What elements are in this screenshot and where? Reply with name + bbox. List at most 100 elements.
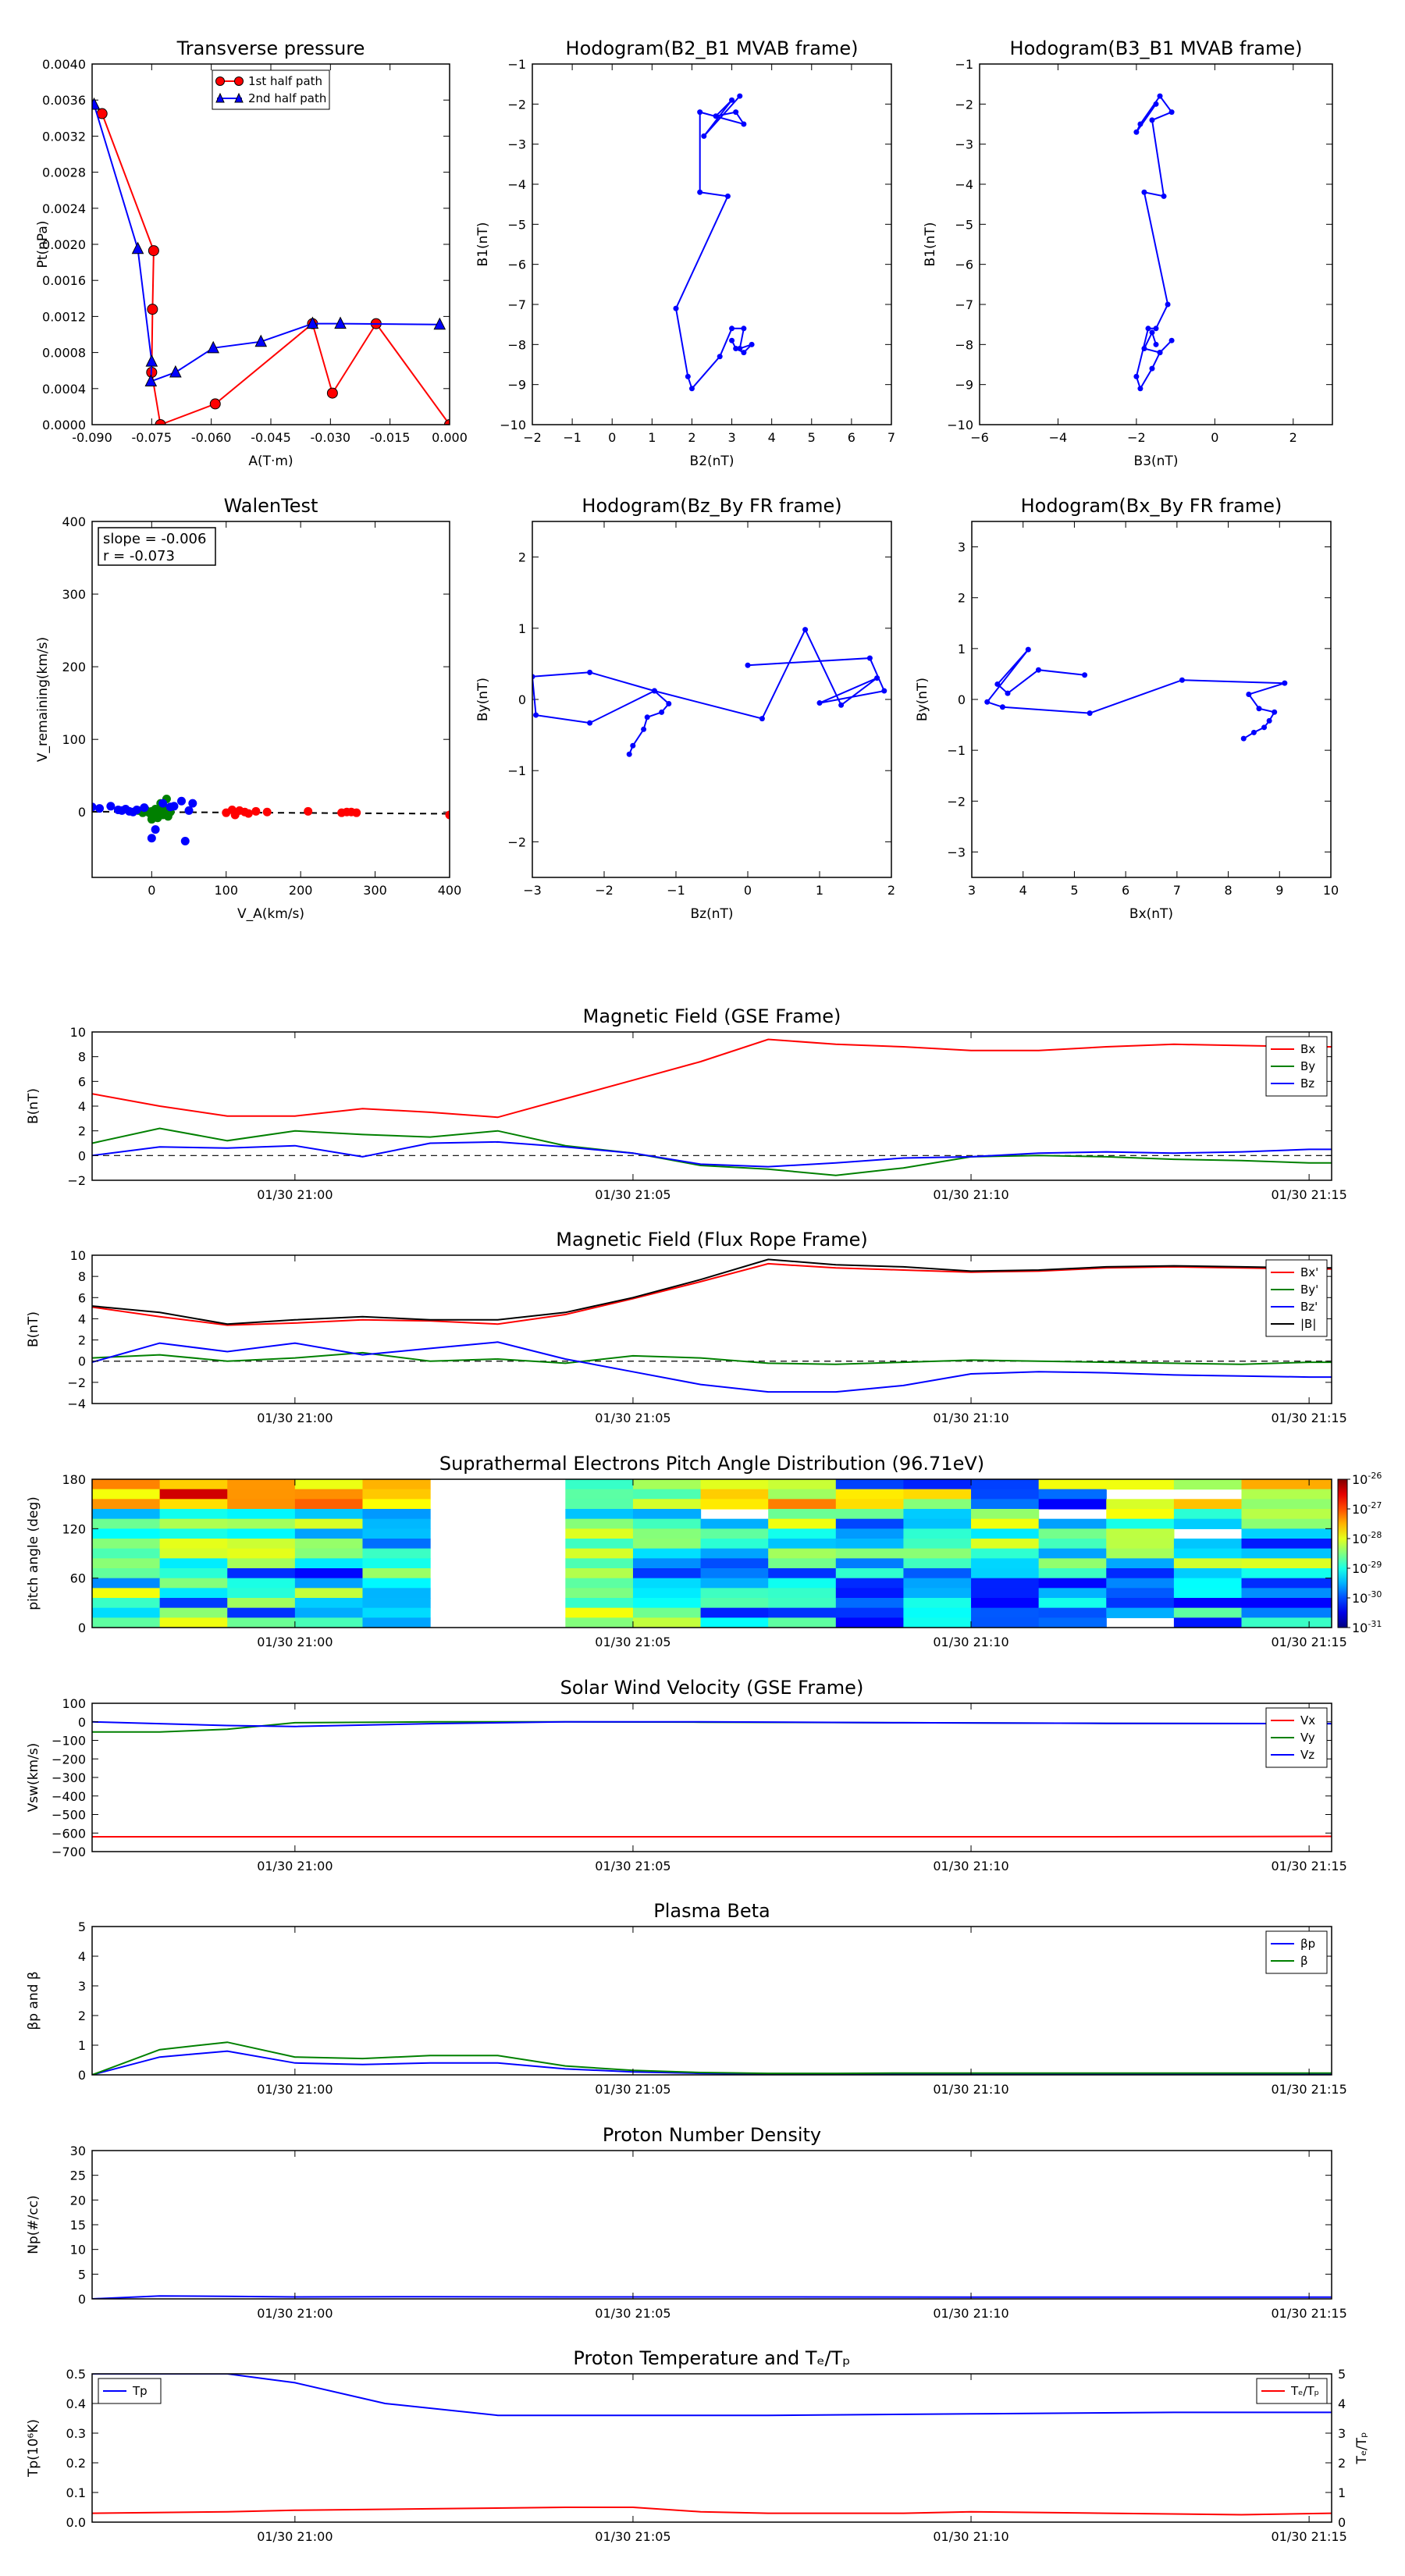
data-point [1149, 329, 1155, 336]
heatmap-cell [1173, 1548, 1243, 1559]
y-tick-label: −9 [507, 378, 526, 393]
data-point [158, 799, 168, 808]
heatmap-cell [971, 1598, 1040, 1609]
heatmap-cell [1241, 1499, 1332, 1510]
heatmap-cell [700, 1528, 769, 1539]
x-tick-label: 01/30 21:05 [595, 1187, 670, 1202]
heatmap-cell [768, 1548, 837, 1559]
data-point [741, 121, 747, 127]
heatmap-cell [227, 1578, 296, 1589]
heatmap-cell [227, 1539, 296, 1550]
y-tick-label: −8 [955, 337, 973, 352]
heatmap-cell [227, 1598, 296, 1609]
heatmap-cell [1038, 1578, 1107, 1589]
y-tick-label: 0 [78, 1621, 86, 1635]
data-point [1153, 101, 1159, 107]
heatmap-cell [565, 1558, 634, 1569]
heatmap-cell [971, 1499, 1040, 1510]
heatmap-cell [835, 1617, 905, 1628]
heatmap-cell [362, 1499, 431, 1510]
data-point [209, 398, 221, 410]
heatmap-cell [159, 1568, 228, 1579]
plot-area [92, 1038, 1332, 1176]
heatmap-cell [227, 1558, 296, 1569]
heatmap-cell [1106, 1518, 1175, 1529]
data-point [95, 804, 105, 813]
heatmap-cell [565, 1617, 634, 1628]
heatmap-cell [1106, 1548, 1175, 1559]
data-point [641, 726, 647, 732]
panel-title: Hodogram(B3_B1 MVAB frame) [1010, 37, 1303, 59]
heatmap-cell [92, 1528, 161, 1539]
heatmap-cell [565, 1548, 634, 1559]
x-tick-label: 3 [968, 883, 976, 898]
x-tick-label: 2 [887, 883, 895, 898]
data-point [729, 337, 735, 343]
heatmap-cell [294, 1548, 364, 1559]
x-tick-label: 100 [214, 883, 238, 898]
hodogram-bz-by-panel: Hodogram(Bz_By FR frame) Bz(nT) By(nT) −3 −2… [475, 495, 895, 922]
heatmap-cell [227, 1548, 296, 1559]
y-tick-label: −2 [67, 1173, 86, 1188]
x-tick-label: -0.060 [191, 430, 232, 445]
axes-frame [532, 63, 892, 425]
heatmap-cell [565, 1518, 634, 1529]
heatmap-cell [1173, 1518, 1243, 1529]
heatmap-cell [971, 1568, 1040, 1579]
magnetic-field-flux-rope-panel: Magnetic Field (Flux Rope Frame) B(nT) 01/… [26, 1229, 1347, 1425]
y-axis-label: Pt(nPa) [35, 221, 51, 269]
x-tick-label: 01/30 21:10 [933, 2529, 1008, 2544]
x-tick-label: 01/30 21:00 [257, 2306, 333, 2321]
heatmap-cell [565, 1607, 634, 1618]
x-tick-label: 01/30 21:00 [257, 1411, 333, 1425]
heatmap-cell [903, 1617, 972, 1628]
y-tick-label: 8 [78, 1050, 86, 1065]
data-point [1168, 109, 1175, 116]
heatmap-cell [835, 1539, 905, 1550]
heatmap-cell [903, 1479, 972, 1490]
heatmap-cell [294, 1588, 364, 1599]
y-axis-label: pitch angle (deg) [26, 1496, 41, 1610]
heatmap-cell [768, 1568, 837, 1579]
x-tick-label: 01/30 21:00 [257, 1187, 333, 1202]
data-point [673, 305, 679, 311]
heatmap-cell [362, 1568, 431, 1579]
data-point [352, 808, 361, 817]
axes-frame [532, 521, 892, 878]
heatmap-cell [294, 1479, 364, 1490]
data-point [1145, 326, 1151, 332]
heatmap-cell [1241, 1479, 1332, 1490]
plot-area [92, 1258, 1332, 1393]
heatmap-cell [1106, 1499, 1175, 1510]
heatmap-cell [768, 1539, 837, 1550]
heatmap-cell [1241, 1568, 1332, 1579]
data-point [1149, 117, 1155, 123]
y-tick-label: 5 [78, 1920, 86, 1934]
plot-area [92, 1720, 1332, 1838]
data-point [207, 340, 220, 354]
y-tick-label: 100 [62, 732, 86, 747]
y-tick-label: 3 [78, 1979, 86, 1994]
y-tick-label: 0.0008 [42, 346, 86, 361]
proton-number-density-panel: Proton Number Density Np(#/cc) 01/30 21:00… [26, 2124, 1347, 2321]
heatmap-cell [294, 1598, 364, 1609]
y-tick-label: 0.0040 [42, 57, 86, 72]
y-tick-label: 10 [70, 1025, 86, 1040]
data-point [749, 341, 755, 347]
y-tick-label: 0 [78, 805, 86, 820]
heatmap-cell [971, 1509, 1040, 1520]
x-tick-label: 01/30 21:05 [595, 2082, 670, 2097]
y-tick-label: 1 [518, 621, 526, 636]
heatmap-cell [362, 1528, 431, 1539]
heatmap-cell [835, 1548, 905, 1559]
y-axis-label: Np(#/cc) [26, 2195, 41, 2254]
heatmap-cell [227, 1588, 296, 1599]
heatmap-cell [971, 1607, 1040, 1618]
legend-entry: Vy [1300, 1731, 1315, 1745]
series-line [92, 1341, 1332, 1393]
colorbar [1337, 1478, 1348, 1628]
heatmap-cell [565, 1539, 634, 1550]
heatmap-cell [159, 1528, 228, 1539]
y-tick-label: 1 [78, 2038, 86, 2053]
